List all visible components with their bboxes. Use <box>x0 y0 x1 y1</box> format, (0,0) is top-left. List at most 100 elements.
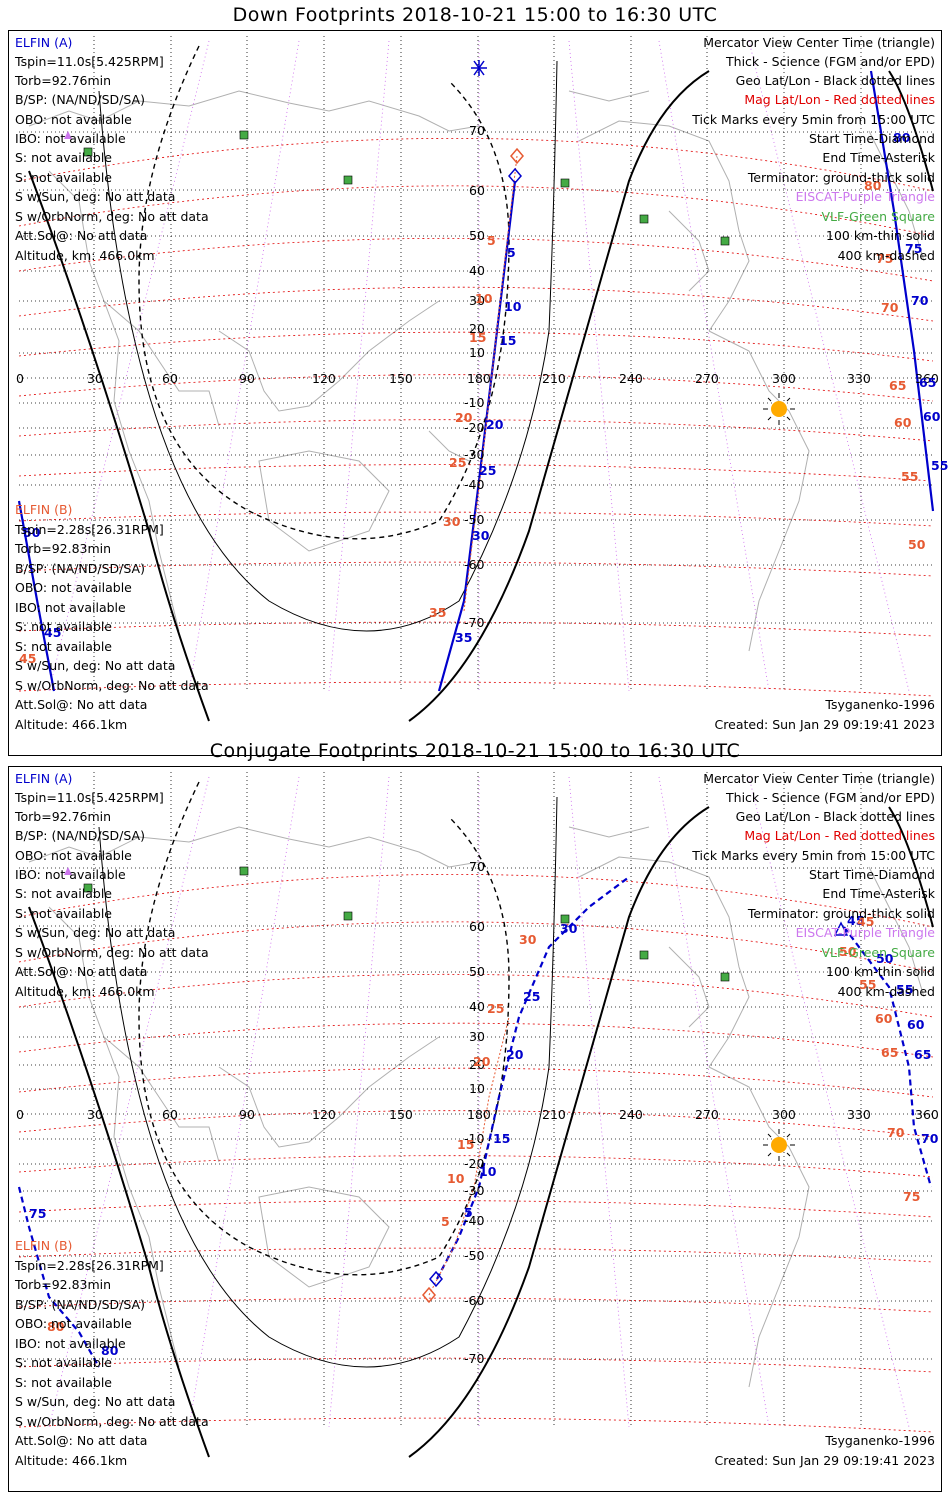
elfin-b-info: S: not available <box>15 1375 112 1390</box>
legend-line: Mercator View Center Time (triangle) <box>703 771 935 786</box>
tick-b: 10 <box>475 291 493 306</box>
sun-icon <box>763 393 795 425</box>
tick-a: 10 <box>479 1164 497 1179</box>
lat-label: -10 <box>464 395 485 410</box>
tick-a: 55 <box>896 982 914 997</box>
legend-line: 100 km-thin solid <box>826 228 935 243</box>
elfin-a-track <box>17 70 935 692</box>
lon-label: 60 <box>162 1107 178 1122</box>
lon-label: 210 <box>542 1107 566 1122</box>
elfin-b-info: Att.Sol@: No att data <box>15 1433 148 1448</box>
tick-b: 20 <box>455 410 473 425</box>
tick-a: 70 <box>911 293 929 308</box>
legend-line: 400 km-dashed <box>837 248 935 263</box>
elfin-a-info: Att.Sol@: No att data <box>15 228 148 243</box>
elfin-b-track <box>428 1016 510 1296</box>
lat-label: -40 <box>464 477 485 492</box>
elfin-b-info: Tspin=2.28s[26.31RPM] <box>15 1258 164 1273</box>
lat-label: -40 <box>464 1213 485 1228</box>
tick-b: 5 <box>441 1214 450 1229</box>
tick-a: 25 <box>479 463 497 478</box>
legend-line: Start Time-Diamond <box>808 131 935 146</box>
legend-line: Mag Lat/Lon - Red dotted lines <box>744 828 935 843</box>
legend-line: Geo Lat/Lon - Black dotted lines <box>735 809 935 824</box>
lon-label: 180 <box>467 371 491 386</box>
geo-grid <box>19 36 933 691</box>
lat-label: 40 <box>469 999 485 1014</box>
tick-b: 80 <box>864 178 882 193</box>
lat-label: -60 <box>464 1293 485 1308</box>
terminator <box>28 70 934 722</box>
elfin-a-heading: ELFIN (A) <box>15 35 73 50</box>
elfin-a-heading: ELFIN (A) <box>15 771 73 786</box>
vlf-squares <box>83 866 730 982</box>
legend-line: End Time-Asterisk <box>822 886 935 901</box>
legend-line: Thick - Science (FGM and/or EPD) <box>726 54 935 69</box>
tick-b: 60 <box>875 1011 893 1026</box>
lat-label: 10 <box>469 345 485 360</box>
elfin-a-info: S: not available <box>15 906 112 921</box>
tick-a: 50 <box>876 951 894 966</box>
tick-b: 10 <box>447 1171 465 1186</box>
tick-a: 20 <box>486 417 504 432</box>
elfin-b-heading: ELFIN (B) <box>15 1238 73 1253</box>
created-label: Created: Sun Jan 29 09:19:41 2023 <box>714 717 935 732</box>
lat-label: 10 <box>469 1081 485 1096</box>
legend-line: Mercator View Center Time (triangle) <box>703 35 935 50</box>
legend-line: Tick Marks every 5min from 15:00 UTC <box>692 112 935 127</box>
tick-b: 25 <box>487 1001 505 1016</box>
tick-b: 15 <box>469 330 487 345</box>
lon-label: 240 <box>619 371 643 386</box>
lat-label: -70 <box>464 1351 485 1366</box>
start-diamond-a <box>508 167 522 185</box>
tick-a: 55 <box>931 458 949 473</box>
lat-label: 60 <box>469 919 485 934</box>
elfin-b-info: OBO: not available <box>15 1316 132 1331</box>
km400-boundary <box>138 45 510 540</box>
legend-line: VLF-Green Square <box>821 209 935 224</box>
tick-a: 30 <box>472 528 490 543</box>
elfin-b-info: Altitude: 466.1km <box>15 717 128 732</box>
lat-label: -20 <box>464 1156 485 1171</box>
conjugate-footprints-panel: 0 30 60 90 120 150 180 210 240 270 300 3… <box>8 766 942 1492</box>
elfin-a-info: B/SP: (NA/ND/SD/SA) <box>15 92 145 107</box>
lat-label: 30 <box>469 293 485 308</box>
down-footprints-panel: 0 30 60 90 120 150 180 210 240 270 300 3… <box>8 30 948 756</box>
elfin-a-info: Altitude, km: 466.0km <box>15 248 155 263</box>
tick-a: 75 <box>905 241 923 256</box>
tick-a: 45 <box>847 913 865 928</box>
legend-line: Thick - Science (FGM and/or EPD) <box>726 790 935 805</box>
lon-label: 300 <box>772 1107 796 1122</box>
tick-b: 55 <box>859 977 877 992</box>
tick-b: 70 <box>887 1125 905 1140</box>
elfin-b-info: S: not available <box>15 1355 112 1370</box>
legend-line: Tick Marks every 5min from 15:00 UTC <box>692 848 935 863</box>
conjugate-map <box>17 772 934 1458</box>
lon-label: 210 <box>542 371 566 386</box>
tick-a: 65 <box>914 1047 932 1062</box>
elfin-a-info: B/SP: (NA/ND/SD/SA) <box>15 828 145 843</box>
legend-line: EISCAT-Purple Triangle <box>795 925 935 940</box>
start-diamond-b <box>422 1286 436 1304</box>
elfin-a-info: IBO: not available <box>15 867 126 882</box>
tick-b: 75 <box>903 1189 921 1204</box>
lat-label: 50 <box>469 964 485 979</box>
tick-b: 45 <box>19 651 37 666</box>
legend-line: 100 km-thin solid <box>826 964 935 979</box>
elfin-b-info: S w/OrbNorm, deg: No att data <box>15 678 209 693</box>
elfin-a-info: S w/Sun, deg: No att data <box>15 925 176 940</box>
tick-b: 30 <box>443 514 461 529</box>
elfin-b-info: Tspin=2.28s[26.31RPM] <box>15 522 164 537</box>
elfin-b-info: S w/Sun, deg: No att data <box>15 658 176 673</box>
elfin-b-track <box>463 155 518 612</box>
lon-label: 150 <box>389 371 413 386</box>
elfin-a-info: S w/OrbNorm, deg: No att data <box>15 945 209 960</box>
elfin-a-info: Torb=92.76min <box>15 73 112 88</box>
tick-b: 20 <box>473 1054 491 1069</box>
sun-icon <box>763 1129 795 1161</box>
down-map <box>17 36 935 722</box>
panel-title-conjugate: Conjugate Footprints 2018-10-21 15:00 to… <box>209 740 741 762</box>
mag-meridians <box>48 776 910 1428</box>
model-label: Tsyganenko-1996 <box>825 697 935 712</box>
lon-label: 300 <box>772 371 796 386</box>
